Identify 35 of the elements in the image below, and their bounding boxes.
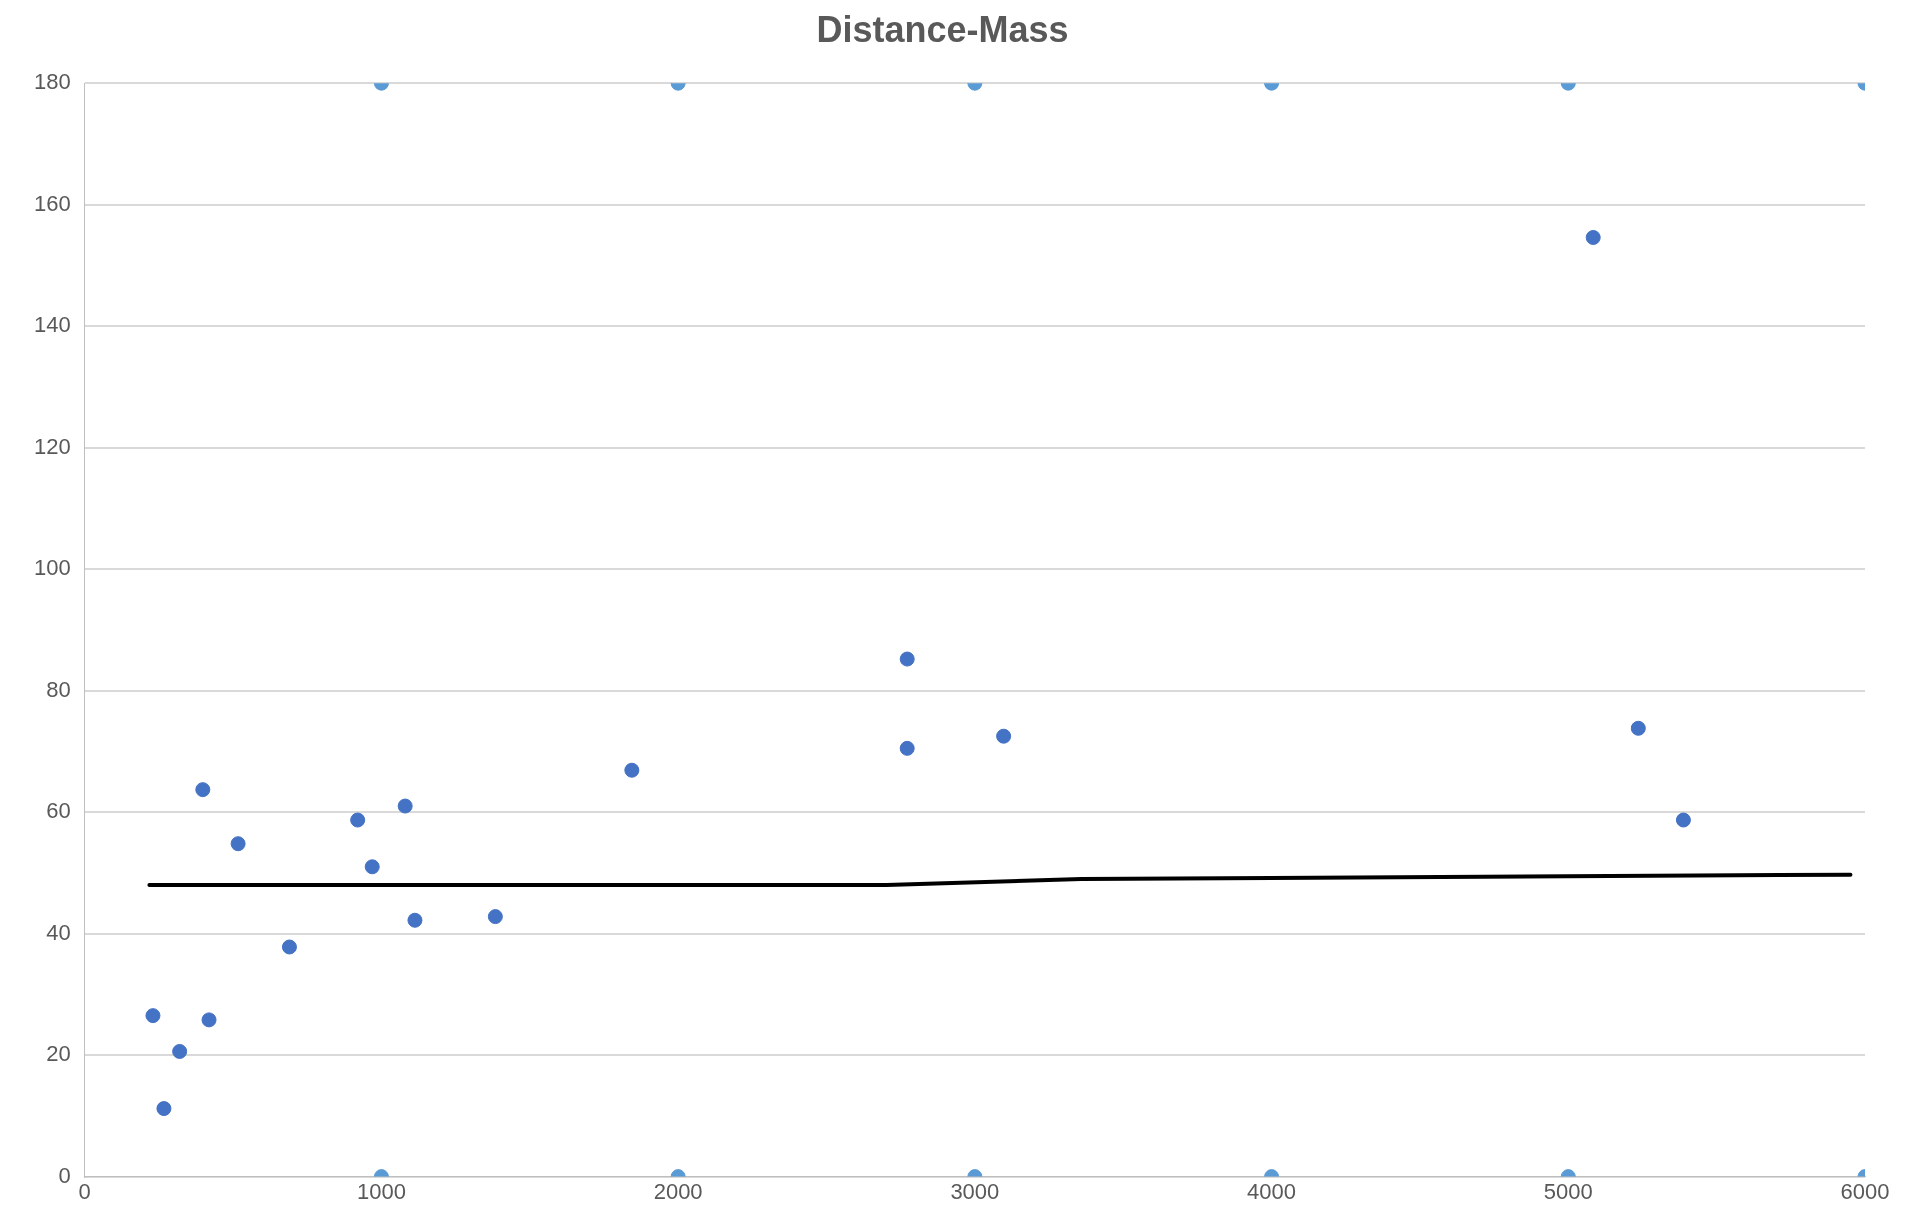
point <box>201 1012 217 1028</box>
y-tick-label: 60 <box>46 798 71 824</box>
point <box>899 740 915 756</box>
point <box>145 1008 161 1024</box>
y-tick-label: 140 <box>33 312 71 338</box>
point <box>230 836 246 852</box>
x-tick-label: 3000 <box>950 1178 1000 1204</box>
point <box>364 859 380 875</box>
point <box>1675 812 1691 828</box>
point <box>487 909 503 925</box>
x-tick-label: 1000 <box>356 1178 406 1204</box>
point <box>350 812 366 828</box>
x-tick-label: 2000 <box>653 1178 703 1204</box>
y-tick-label: 40 <box>46 919 71 945</box>
point <box>407 912 423 928</box>
y-tick-label: 120 <box>33 433 71 459</box>
point <box>899 651 915 667</box>
point <box>172 1043 188 1059</box>
x-tick-label: 6000 <box>1840 1178 1890 1204</box>
chart-title: Distance-Mass <box>816 8 1069 50</box>
x-tick-label: 0 <box>78 1178 91 1204</box>
y-tick-label: 0 <box>58 1162 71 1188</box>
y-tick-label: 100 <box>33 555 71 581</box>
y-tick-label: 80 <box>46 676 71 702</box>
point <box>996 728 1012 744</box>
point <box>397 798 413 814</box>
point <box>624 762 640 778</box>
y-tick-label: 160 <box>33 190 71 216</box>
point <box>1630 720 1646 736</box>
point <box>195 782 211 798</box>
y-tick-label: 180 <box>33 69 71 95</box>
x-tick-label: 4000 <box>1247 1178 1297 1204</box>
y-tick-label: 20 <box>46 1041 71 1067</box>
point <box>281 939 297 955</box>
x-tick-label: 5000 <box>1543 1178 1593 1204</box>
